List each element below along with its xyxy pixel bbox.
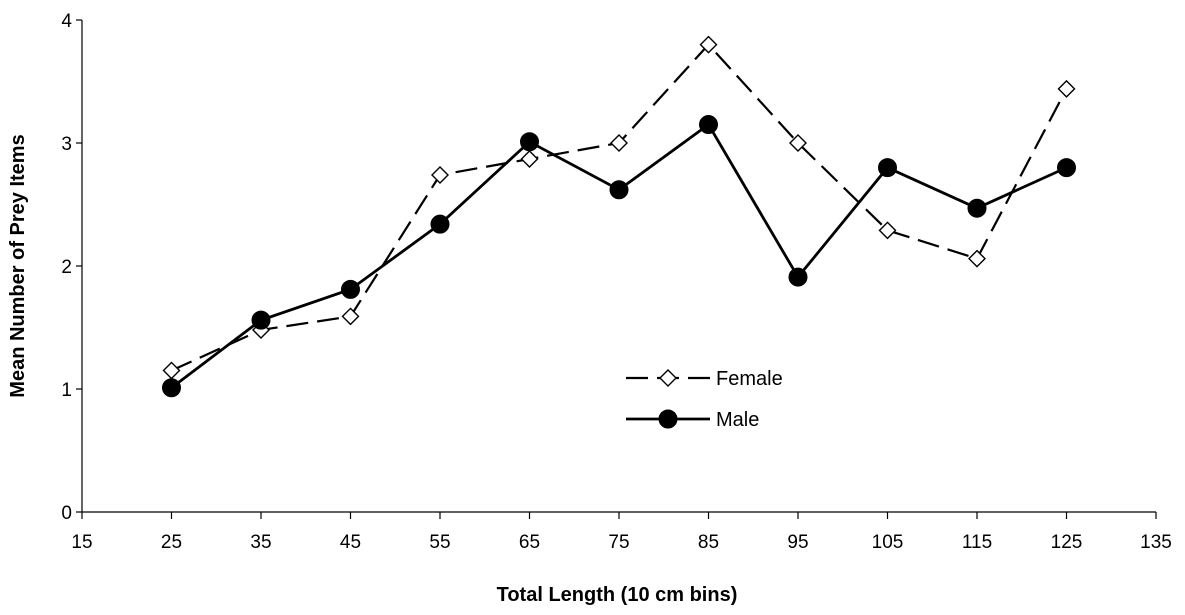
data-point-male xyxy=(520,132,539,152)
data-point-female xyxy=(610,134,628,152)
data-point-female xyxy=(699,35,718,54)
legend-item-female: Female xyxy=(626,368,783,390)
x-tick-label: 15 xyxy=(71,532,92,553)
x-tick-label: 95 xyxy=(787,532,808,553)
data-point-female xyxy=(520,150,539,168)
series-female xyxy=(162,35,1076,380)
x-tick-label: 25 xyxy=(161,532,182,553)
data-point-male xyxy=(341,279,360,299)
y-ticks: 0 1 2 3 4 xyxy=(61,11,82,524)
x-tick-label: 85 xyxy=(698,532,719,553)
y-axis-title: Mean Number of Prey Items xyxy=(7,134,29,397)
data-point-female xyxy=(878,221,897,240)
data-point-male xyxy=(1057,158,1076,178)
series-line-male xyxy=(170,122,1068,389)
series-line-female xyxy=(171,42,1068,372)
x-tick-label: 75 xyxy=(608,532,629,553)
data-point-male xyxy=(430,214,450,234)
data-point-female xyxy=(431,165,449,184)
x-tick-label: 35 xyxy=(250,532,271,553)
data-point-male xyxy=(788,267,808,287)
data-point-male xyxy=(251,310,271,330)
legend-marker xyxy=(659,369,677,387)
data-point-female xyxy=(341,307,360,326)
data-point-male xyxy=(878,158,897,178)
x-tick-label: 45 xyxy=(340,532,361,553)
x-axis-title: Total Length (10 cm bins) xyxy=(497,584,738,606)
data-point-female xyxy=(968,249,986,268)
x-tick-label: 65 xyxy=(519,532,540,553)
data-point-female xyxy=(162,361,181,380)
legend-label: Male xyxy=(716,409,759,431)
legend: Female Male xyxy=(626,368,783,431)
data-point-male xyxy=(609,180,629,200)
y-tick-label: 4 xyxy=(61,11,72,32)
x-tick-label: 135 xyxy=(1140,532,1172,553)
series-male xyxy=(162,115,1076,398)
y-tick-label: 0 xyxy=(61,503,72,524)
data-point-male xyxy=(699,115,718,135)
y-tick-label: 2 xyxy=(61,257,72,278)
data-point-female xyxy=(789,134,807,152)
y-tick-label: 1 xyxy=(61,380,72,401)
legend-item-male: Male xyxy=(626,409,759,431)
legend-marker xyxy=(658,409,678,429)
data-point-male xyxy=(162,378,181,398)
data-point-female xyxy=(1057,79,1076,98)
legend-label: Female xyxy=(716,368,783,390)
axes xyxy=(81,20,1156,513)
data-point-male xyxy=(967,198,987,218)
x-tick-label: 125 xyxy=(1051,532,1083,553)
x-tick-label: 115 xyxy=(962,532,992,553)
x-tick-label: 55 xyxy=(429,532,450,553)
x-tick-label: 105 xyxy=(872,532,904,553)
y-tick-label: 3 xyxy=(61,134,72,155)
x-ticks: 15 25 35 45 55 65 75 85 95 105 115 125 135 xyxy=(71,512,1172,553)
series-layer xyxy=(162,35,1076,398)
